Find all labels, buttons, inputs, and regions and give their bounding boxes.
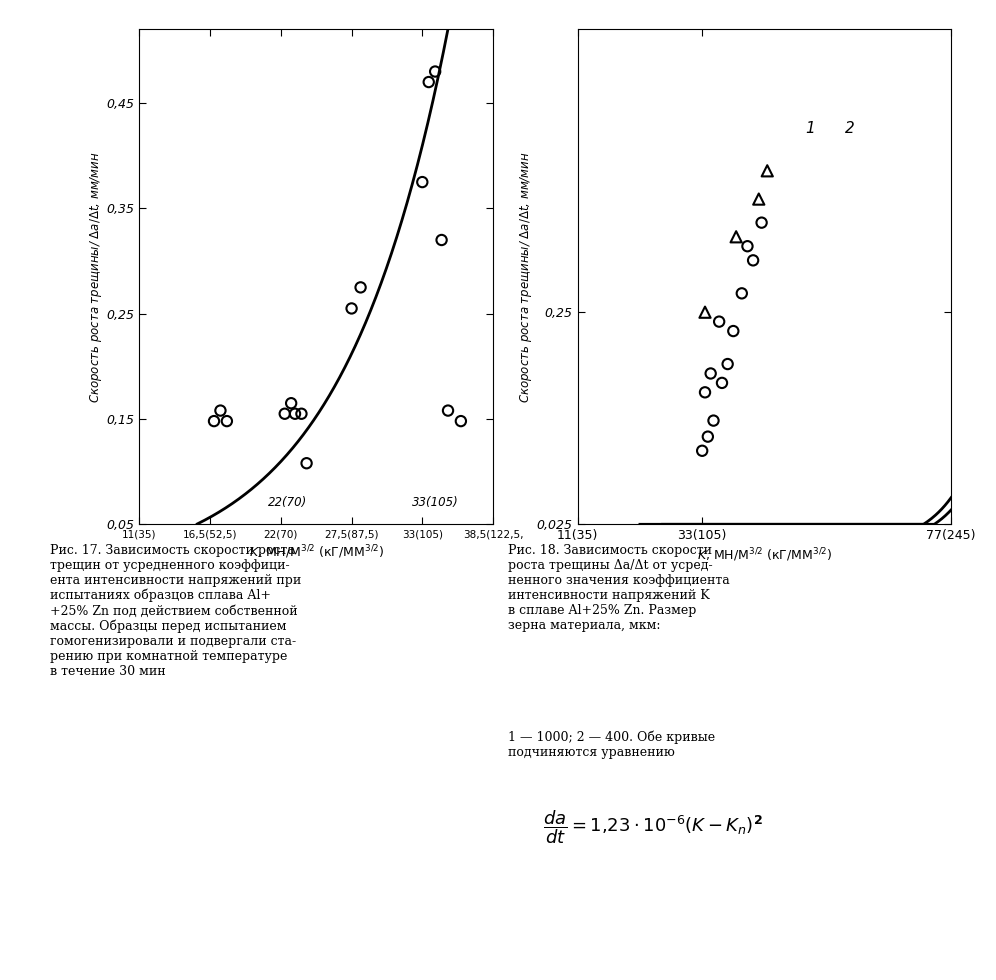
Text: Рис. 17. Зависимость скорости роста
трещин от усредненного коэффици-
ента интенс: Рис. 17. Зависимость скорости роста трещ…: [50, 544, 301, 678]
Point: [751, 191, 767, 207]
Point: [745, 253, 761, 269]
Point: [287, 406, 303, 421]
Point: [734, 285, 750, 301]
X-axis label: $K$, МН/М$^{3/2}$ (кГ/ММ$^{3/2}$): $K$, МН/М$^{3/2}$ (кГ/ММ$^{3/2}$): [249, 543, 383, 561]
Point: [440, 403, 456, 418]
Point: [754, 215, 770, 230]
Point: [206, 414, 222, 429]
Text: 22(70): 22(70): [268, 497, 307, 510]
Point: [725, 323, 741, 339]
Point: [453, 414, 469, 429]
Text: 1: 1: [805, 122, 815, 136]
Point: [212, 403, 228, 418]
Y-axis label: Скорость роста трещины/ $\Delta a/\Delta t$, мм/мин: Скорость роста трещины/ $\Delta a/\Delta…: [518, 151, 534, 403]
Point: [759, 163, 775, 178]
Point: [427, 64, 443, 79]
Text: 33(105): 33(105): [411, 497, 458, 510]
Point: [739, 238, 755, 254]
Point: [283, 395, 299, 411]
Point: [433, 232, 449, 248]
Point: [294, 406, 310, 421]
Point: [344, 301, 360, 317]
Point: [697, 384, 713, 400]
Point: [694, 443, 710, 459]
Text: 2: 2: [845, 122, 855, 136]
Point: [697, 305, 713, 320]
Text: Рис. 18. Зависимость скорости
роста трещины Δa/Δt от усред-
ненного значения коэ: Рис. 18. Зависимость скорости роста трещ…: [508, 544, 730, 632]
Point: [728, 229, 744, 245]
Text: 1 — 1000; 2 — 400. Обе кривые
подчиняются уравнению: 1 — 1000; 2 — 400. Обе кривые подчиняютс…: [508, 730, 715, 759]
Point: [414, 174, 430, 190]
Point: [277, 406, 293, 421]
Y-axis label: Скорость роста трещины/ $\Delta a/\Delta t$, мм/мин: Скорость роста трещины/ $\Delta a/\Delta…: [88, 151, 104, 403]
Point: [703, 366, 719, 381]
Point: [700, 429, 716, 445]
Point: [711, 314, 727, 329]
Point: [219, 414, 235, 429]
Point: [353, 279, 369, 295]
Text: $\dfrac{da}{dt} = 1{,}23 \cdot 10^{-6} \left(K - K_n\right)^{\mathbf{2}}$: $\dfrac{da}{dt} = 1{,}23 \cdot 10^{-6} \…: [543, 808, 763, 846]
Point: [714, 375, 730, 391]
Point: [705, 413, 721, 428]
Point: [299, 456, 315, 471]
X-axis label: $K$, МН/М$^{3/2}$ (кГ/ММ$^{3/2}$): $K$, МН/М$^{3/2}$ (кГ/ММ$^{3/2}$): [697, 546, 832, 563]
Point: [720, 356, 736, 371]
Point: [420, 74, 436, 90]
